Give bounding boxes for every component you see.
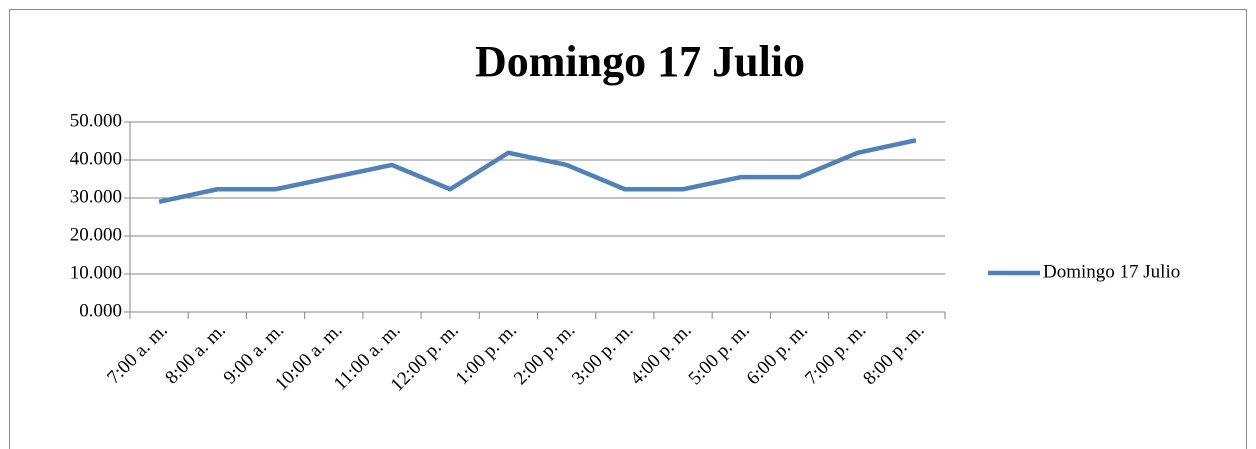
x-tick-label: 6:00 p. m. <box>743 320 812 389</box>
x-tick-label: 1:00 p. m. <box>452 320 521 389</box>
y-tick-label: 30.000 <box>70 186 122 207</box>
x-tick-label: 8:00 p. m. <box>859 320 928 389</box>
chart-frame <box>9 9 1247 449</box>
x-tick-label: 3:00 p. m. <box>568 320 637 389</box>
x-tick-label: 5:00 p. m. <box>685 320 754 389</box>
series-line <box>158 138 917 204</box>
x-tick-label: 2:00 p. m. <box>510 320 579 389</box>
x-tick-label: 8:00 a. m. <box>161 320 230 389</box>
x-tick-label: 7:00 a. m. <box>103 320 172 389</box>
y-tick-label: 40.000 <box>70 148 122 169</box>
y-tick-label: 10.000 <box>70 262 122 283</box>
x-tick-label: 7:00 p. m. <box>801 320 870 389</box>
x-tick-label: 4:00 p. m. <box>626 320 695 389</box>
y-tick-label: 0.000 <box>79 300 122 321</box>
y-tick-label: 20.000 <box>70 224 122 245</box>
legend-label: Domingo 17 Julio <box>1043 261 1180 282</box>
chart-title: Domingo 17 Julio <box>475 37 805 86</box>
y-tick-label: 50.000 <box>70 110 122 131</box>
